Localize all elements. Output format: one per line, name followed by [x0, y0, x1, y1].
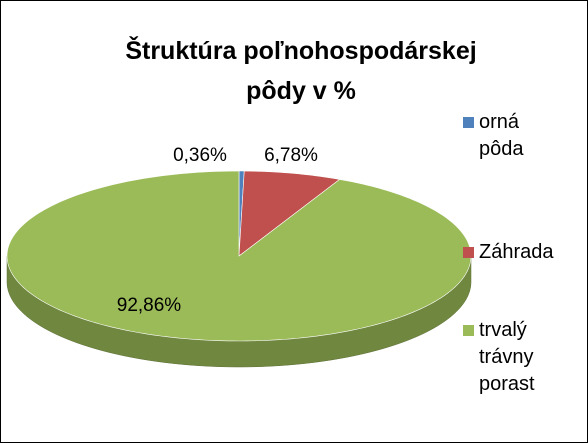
data-label: 6,78%	[264, 145, 318, 166]
legend-swatch	[463, 325, 474, 336]
legend-swatch	[463, 247, 474, 258]
data-label: 0,36%	[173, 145, 227, 166]
legend-swatch	[463, 117, 474, 128]
data-label: 92,86%	[117, 295, 182, 316]
legend-item: Záhrada	[463, 239, 569, 266]
legend-label: orná pôda	[479, 111, 524, 160]
pie-slice	[238, 170, 341, 257]
legend-item: trvalý trávny porast	[463, 317, 569, 398]
legend-label: Záhrada	[479, 241, 554, 263]
pie-slice	[6, 170, 472, 342]
legend-label: trvalý trávny porast	[479, 319, 535, 395]
chart-title: Štruktúra poľnohospodárskej pôdy v %	[125, 37, 477, 105]
legend-item: orná pôda	[463, 109, 569, 163]
